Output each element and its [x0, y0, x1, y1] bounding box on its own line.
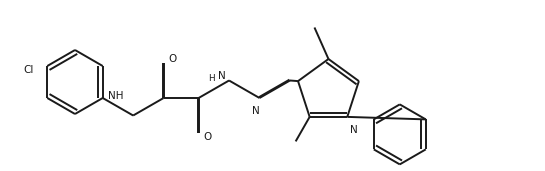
Text: NH: NH: [108, 91, 124, 101]
Text: N: N: [350, 125, 358, 135]
Text: N: N: [252, 106, 259, 116]
Text: H: H: [209, 74, 215, 83]
Text: O: O: [168, 54, 177, 64]
Text: O: O: [204, 132, 212, 142]
Text: N: N: [218, 71, 226, 81]
Text: Cl: Cl: [23, 65, 33, 75]
